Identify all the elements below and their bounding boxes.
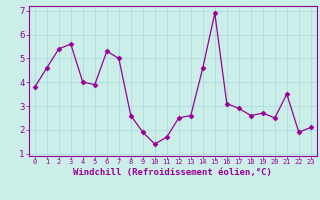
X-axis label: Windchill (Refroidissement éolien,°C): Windchill (Refroidissement éolien,°C) [73,168,272,177]
